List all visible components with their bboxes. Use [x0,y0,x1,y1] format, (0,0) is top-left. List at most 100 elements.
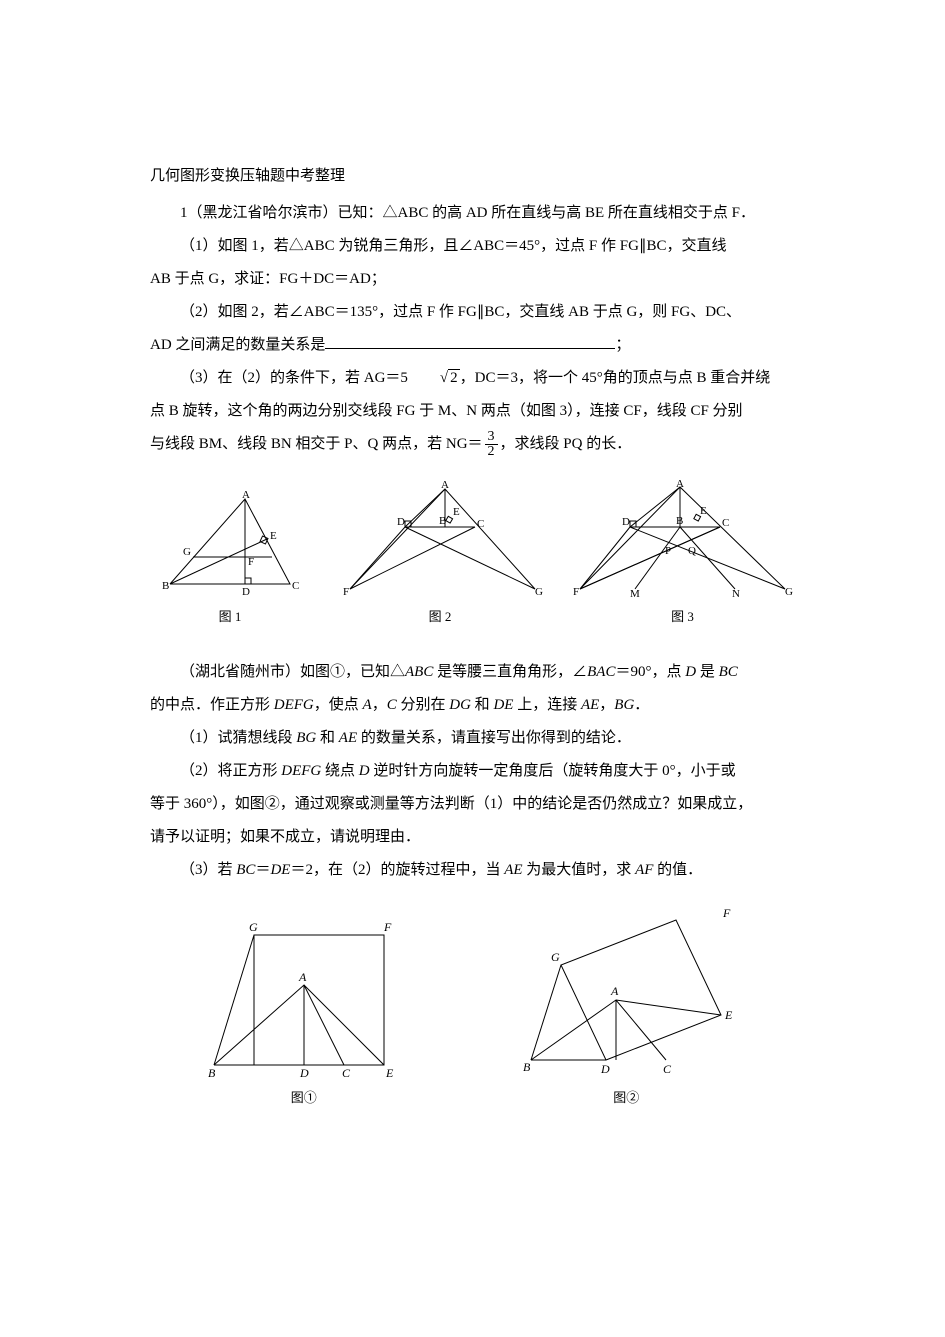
de2: DE [270,862,290,878]
svg-text:C: C [663,1062,672,1076]
svg-text:E: E [724,1008,733,1022]
svg-text:G: G [249,920,258,934]
q1-p3-e: ，求线段 PQ 的长． [500,436,632,452]
q1-part2-prefix: AD 之间满足的数量关系是 [150,337,325,353]
svg-text:N: N [732,588,740,599]
c: C [387,697,397,713]
svg-text:F: F [383,920,392,934]
ae2: AE [339,730,357,746]
q1-p3-d: 与线段 BM、线段 BN 相交于 P、Q 两点，若 NG＝ [150,436,483,452]
svg-text:C: C [342,1066,351,1080]
t: ＝90°，点 [615,664,685,680]
figure-b-svg: G F A B D C E [501,905,751,1080]
figure-2-svg: A B C D E F G [335,479,545,599]
svg-text:E: E [700,505,707,517]
blank-answer-line [325,333,615,349]
de: DE [493,697,513,713]
t: ，使点 [314,697,363,713]
figure-2: A B C D E F G 图 2 [335,479,545,632]
figure-1: A B C D E F G 图 1 [150,489,310,632]
svg-text:B: B [208,1066,216,1080]
svg-text:G: G [551,950,560,964]
svg-text:B: B [162,580,169,592]
figure-3-label: 图 3 [570,603,795,632]
svg-text:E: E [453,506,460,518]
svg-text:F: F [573,586,579,598]
d: D [685,664,696,680]
svg-text:G: G [535,586,543,598]
q2-intro-line2: 的中点．作正方形 DEFG，使点 A，C 分别在 DG 和 DE 上，连接 AE… [150,689,795,722]
t: 绕点 [321,763,359,779]
svg-text:A: A [441,479,449,491]
q1-part3-line1: （3）在（2）的条件下，若 AG＝5 2，DC＝3，将一个 45°角的顶点与点 B… [150,362,795,395]
ae3: AE [504,862,522,878]
sqrt-icon: 2 [408,362,460,395]
bg: BG [614,697,634,713]
defg2: DEFG [281,763,321,779]
q1-p3-b: ，DC＝3，将一个 45°角的顶点与点 B 重合并绕 [460,370,771,386]
svg-text:D: D [242,586,250,598]
t: ＝ [255,862,270,878]
q1-part3-line3: 与线段 BM、线段 BN 相交于 P、Q 两点，若 NG＝32，求线段 PQ 的… [150,428,795,461]
t: ， [372,697,387,713]
t: 的值． [653,862,702,878]
t: 和 [471,697,494,713]
q2-part1: （1）试猜想线段 BG 和 AE 的数量关系，请直接写出你得到的结论． [150,722,795,755]
t: 的中点．作正方形 [150,697,274,713]
bac: BAC [587,664,615,680]
q1-intro: 1（黑龙江省哈尔滨市）已知：△ABC 的高 AD 所在直线与高 BE 所在直线相… [150,197,795,230]
q1-ag-value: 5 [400,370,408,386]
figure-row-2: G F A B D C E 图① [150,905,795,1113]
t: 的数量关系，请直接写出你得到的结论． [357,730,631,746]
t: 为最大值时，求 [523,862,636,878]
dg: DG [449,697,471,713]
t: （1）试猜想线段 [180,730,296,746]
svg-text:A: A [610,984,619,998]
ae: AE [581,697,599,713]
d2: D [359,763,370,779]
q2-part2-line1: （2）将正方形 DEFG 绕点 D 逆时针方向旋转一定角度后（旋转角度大于 0°… [150,755,795,788]
fraction: 32 [485,430,498,459]
t: （湖北省随州市）如图①，已知△ [180,664,405,680]
af: AF [635,862,653,878]
document-title: 几何图形变换压轴题中考整理 [150,160,795,193]
q1-part1-line1: （1）如图 1，若△ABC 为锐角三角形，且∠ABC＝45°，过点 F 作 FG… [150,230,795,263]
q2-part2-line2: 等于 360°），如图②，通过观察或测量等方法判断（1）中的结论是否仍然成立？如… [150,788,795,821]
svg-text:F: F [343,586,349,598]
sqrt-radicand: 2 [448,369,460,386]
t: 和 [316,730,339,746]
q2-part3: （3）若 BC＝DE＝2，在（2）的旋转过程中，当 AE 为最大值时，求 AF … [150,854,795,887]
svg-text:G: G [785,586,793,598]
t: （2）将正方形 [180,763,281,779]
svg-text:G: G [183,546,191,558]
svg-text:F: F [248,556,254,568]
svg-text:B: B [439,515,446,527]
bg2: BG [296,730,316,746]
t: 上，连接 [513,697,581,713]
t: ． [634,697,649,713]
bc2: BC [236,862,255,878]
svg-text:D: D [622,516,630,528]
figure-b: G F A B D C E 图② [501,905,751,1113]
svg-text:E: E [270,530,277,542]
svg-text:Q: Q [688,545,696,557]
abc: ABC [405,664,433,680]
svg-text:A: A [242,489,250,501]
figure-row-1: A B C D E F G 图 1 [150,479,795,632]
svg-text:E: E [385,1066,394,1080]
t: 是等腰三直角角形，∠ [433,664,587,680]
figure-2-label: 图 2 [335,603,545,632]
figure-a-label: 图① [194,1084,414,1113]
defg: DEFG [274,697,314,713]
q1-part1-line2: AB 于点 G，求证：FG＋DC＝AD； [150,263,795,296]
figure-3-svg: A B C D E F G M N P Q [570,479,795,599]
q2-part2-line3: 请予以证明；如果不成立，请说明理由． [150,821,795,854]
svg-text:C: C [292,580,299,592]
svg-text:C: C [722,517,729,529]
q1-part2-suffix: ； [615,337,630,353]
svg-text:B: B [676,515,683,527]
svg-text:M: M [630,588,640,599]
t: ， [599,697,614,713]
t: 是 [696,664,719,680]
q1-p3-a: （3）在（2）的条件下，若 AG＝ [180,370,400,386]
